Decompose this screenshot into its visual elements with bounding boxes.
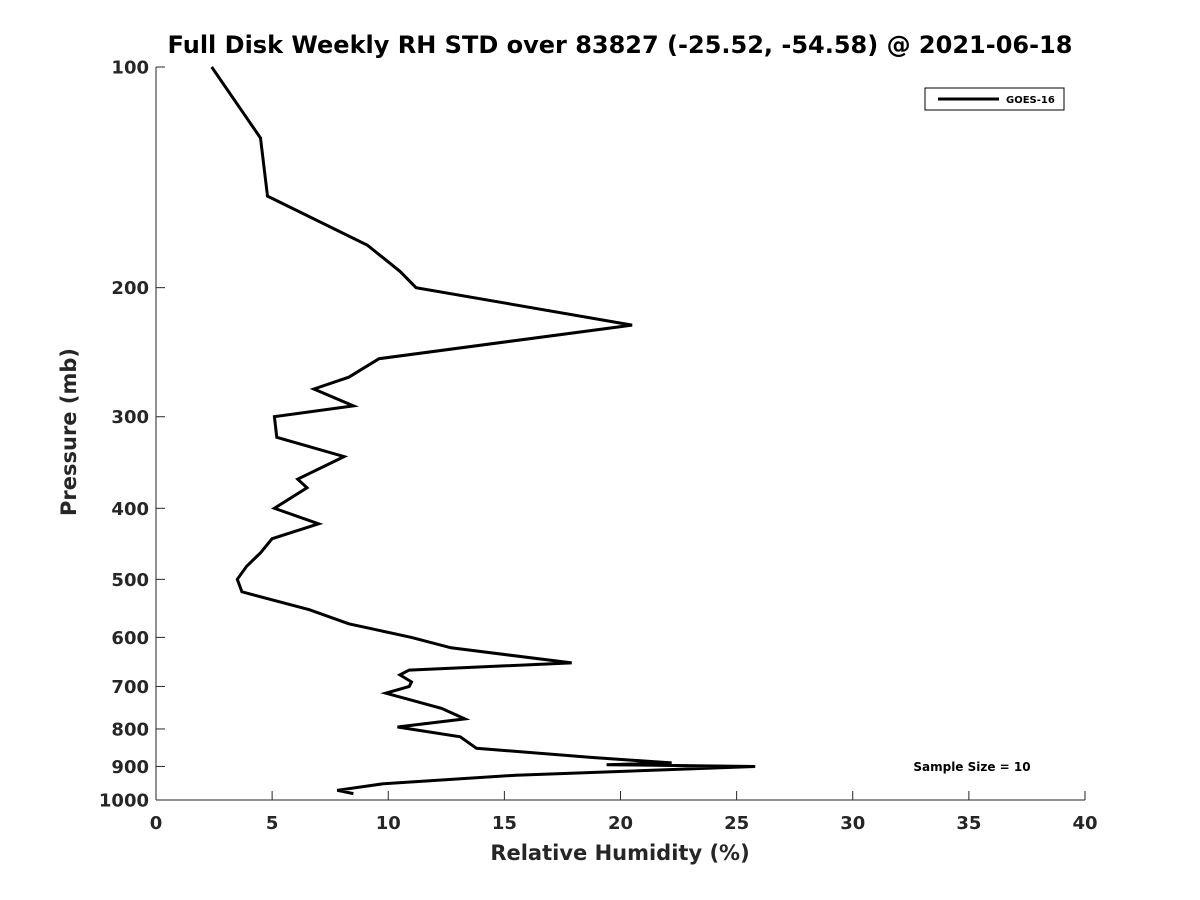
y-tick-label: 300 [111, 407, 149, 428]
x-axis-label: Relative Humidity (%) [490, 841, 749, 865]
y-axis-ticks: 100 200 300 400 500 600 700 800 900 1000 [99, 58, 165, 812]
sample-size-annotation: Sample Size = 10 [913, 760, 1030, 774]
x-tick-label: 10 [376, 813, 401, 834]
y-axis-label: Pressure (mb) [57, 348, 81, 516]
legend: GOES-16 [924, 87, 1065, 111]
series-line-goes-16 [210, 66, 756, 796]
y-tick-label: 400 [111, 499, 149, 520]
chart-title: Full Disk Weekly RH STD over 83827 (-25.… [168, 31, 1073, 59]
x-tick-label: 25 [724, 813, 749, 834]
x-tick-label: 30 [840, 813, 865, 834]
y-tick-label: 800 [111, 719, 149, 740]
y-tick-label: 1000 [99, 791, 149, 812]
y-tick-label: 900 [111, 757, 149, 778]
x-tick-label: 35 [956, 813, 981, 834]
x-tick-label: 15 [492, 813, 517, 834]
x-tick-label: 20 [608, 813, 633, 834]
series-layer [210, 66, 756, 796]
x-axis-ticks: 0 5 10 15 20 25 30 35 40 [150, 791, 1098, 834]
y-tick-label: 200 [111, 278, 149, 299]
x-tick-label: 5 [266, 813, 279, 834]
x-tick-label: 40 [1072, 813, 1097, 834]
legend-entry-label: GOES-16 [1006, 95, 1055, 106]
y-tick-label: 700 [111, 677, 149, 698]
y-tick-label: 500 [111, 570, 149, 591]
x-tick-label: 0 [150, 813, 163, 834]
y-tick-label: 600 [111, 628, 149, 649]
y-tick-label: 100 [111, 58, 149, 79]
